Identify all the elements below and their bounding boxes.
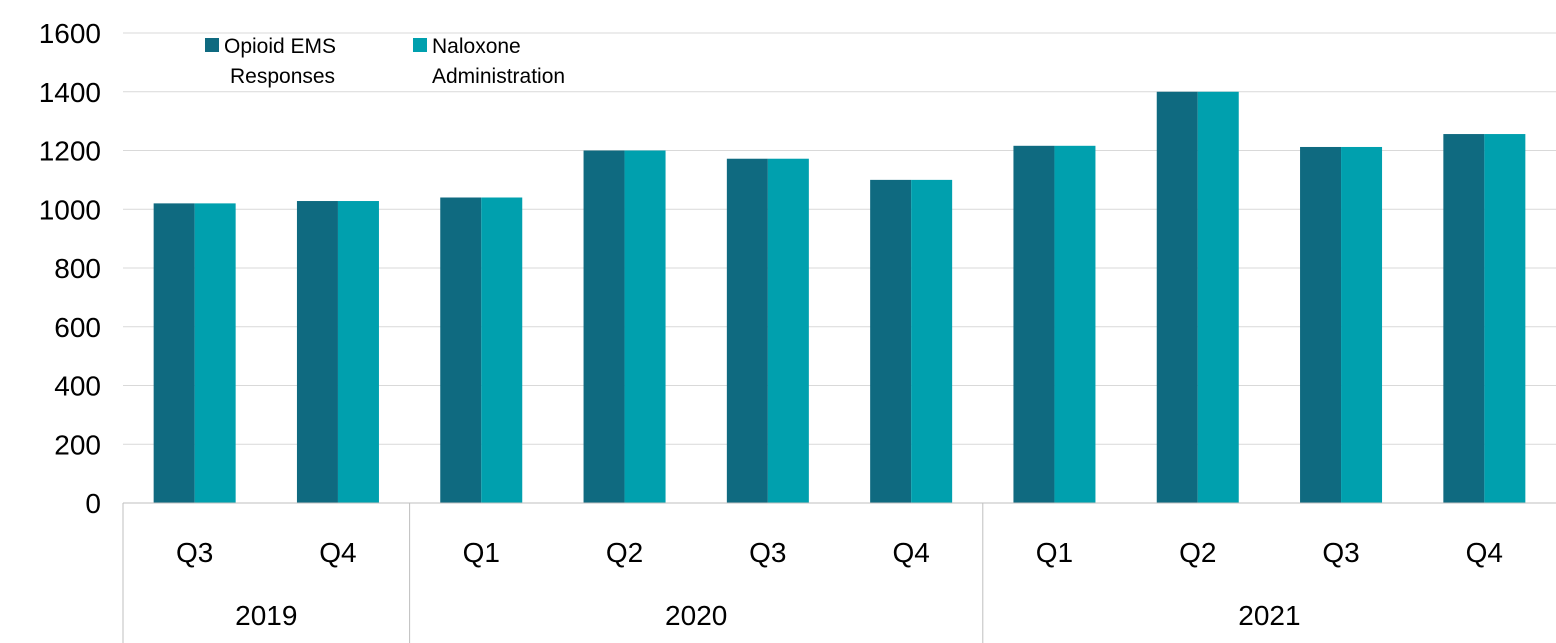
x-tick-label: Q3 [749,537,786,568]
x-tick-label: Q1 [463,537,500,568]
x-tick-label: Q3 [176,537,213,568]
y-tick-label: 600 [54,312,101,343]
bar-opioid-ems-responses-9 [1443,134,1485,504]
x-tick-label: Q4 [319,537,356,568]
x-group-label: 2020 [665,600,727,631]
y-tick-label: 1600 [39,18,101,49]
legend-item-naloxone-administration: Naloxone Administration [413,35,565,88]
y-tick-label: 800 [54,253,101,284]
x-tick-label: Q3 [1322,537,1359,568]
bar-naloxone-administration-6 [1054,145,1096,504]
bar-naloxone-administration-4 [767,158,809,503]
bar-opioid-ems-responses-4 [726,158,768,503]
y-tick-label: 200 [54,429,101,460]
bar-naloxone-administration-9 [1484,134,1526,504]
x-group-label: 2021 [1238,600,1300,631]
legend-swatch-opioid-ems-responses [205,38,219,52]
legend-label-line-2: Responses [230,65,335,88]
legend: Opioid EMS Responses Naloxone Administra… [205,35,565,88]
bar-naloxone-administration-2 [481,197,523,503]
bar-naloxone-administration-3 [624,150,666,503]
x-group-label: 2019 [235,600,297,631]
bar-opioid-ems-responses-1 [296,201,338,503]
legend-label-line-1: Naloxone [432,35,521,58]
bar-opioid-ems-responses-8 [1300,146,1342,503]
y-tick-label: 1400 [39,77,101,108]
bar-opioid-ems-responses-5 [870,179,912,503]
y-tick-label: 1200 [39,136,101,167]
x-tick-label: Q2 [1179,537,1216,568]
y-tick-label: 0 [85,488,101,519]
legend-item-opioid-ems-responses: Opioid EMS Responses [205,35,336,88]
bar-naloxone-administration-8 [1341,146,1383,503]
y-axis-tick-labels: 0 200 400 600 800 1000 1200 1400 1600 [39,18,101,519]
legend-label-line-2: Administration [432,65,565,88]
bar-opioid-ems-responses-7 [1156,91,1198,503]
x-tick-label: Q2 [606,537,643,568]
bar-naloxone-administration-7 [1197,91,1239,503]
bar-naloxone-administration-0 [194,203,236,503]
x-tick-label: Q4 [892,537,929,568]
x-tick-label: Q4 [1466,537,1503,568]
x-tick-label: Q1 [1036,537,1073,568]
y-tick-label: 400 [54,371,101,402]
legend-swatch-naloxone-administration [413,38,427,52]
bar-naloxone-administration-5 [911,179,953,503]
y-tick-label: 1000 [39,194,101,225]
bars [153,91,1526,504]
bar-opioid-ems-responses-6 [1013,145,1055,504]
bar-opioid-ems-responses-0 [153,203,195,503]
legend-label-line-1: Opioid EMS [224,35,336,58]
bar-opioid-ems-responses-2 [440,197,482,503]
bar-opioid-ems-responses-3 [583,150,625,503]
bar-naloxone-administration-1 [337,201,379,503]
x-axis: Q3 Q4 Q1 Q2 Q3 Q4 Q1 Q2 Q3 Q4 2019 2020 2021 [122,502,1556,643]
